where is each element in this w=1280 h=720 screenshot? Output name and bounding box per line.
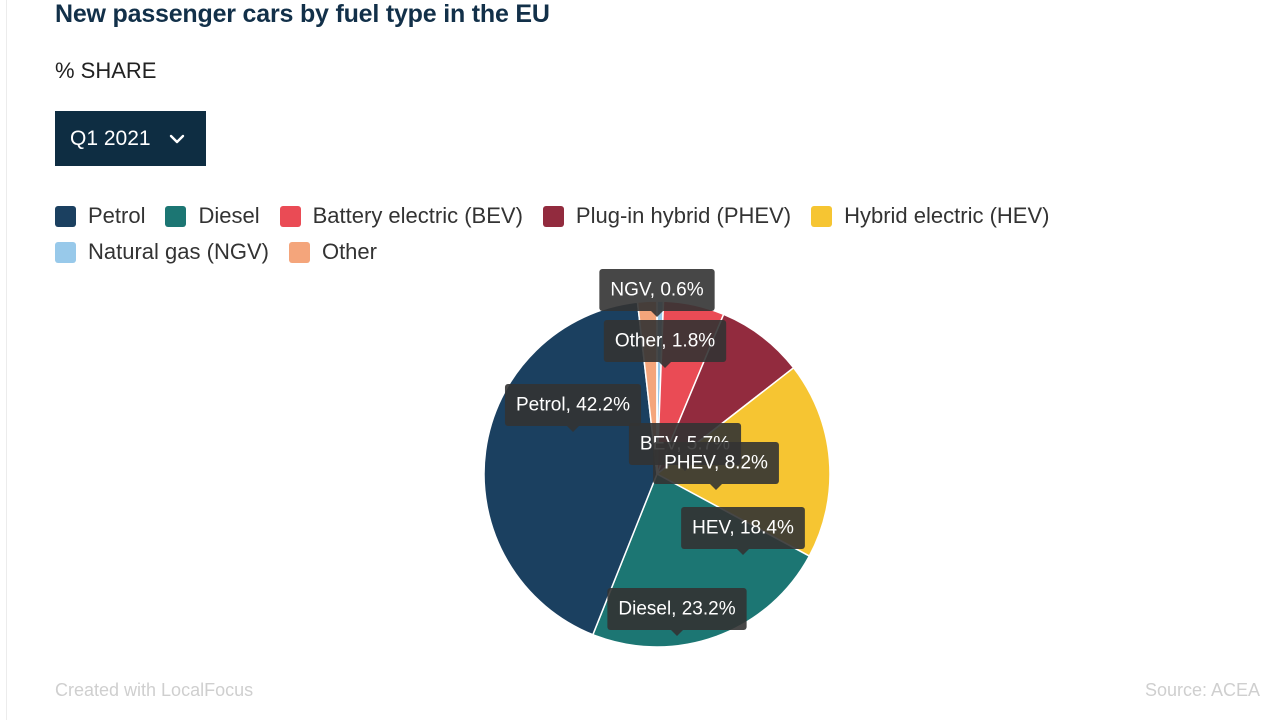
slice-label-text: HEV, 18.4% [692, 518, 794, 539]
slice-label-pointer [567, 426, 579, 432]
slice-label-text: NGV, 0.6% [610, 280, 703, 301]
legend-label: Battery electric (BEV) [312, 203, 523, 228]
legend-item[interactable]: Diesel [165, 203, 260, 229]
slice-label-pointer [659, 362, 671, 368]
slice-label-petrol: Petrol, 42.2% [504, 384, 642, 432]
pie-labels: Petrol, 42.2%BEV, 5.7%PHEV, 8.2%HEV, 18.… [504, 269, 805, 636]
legend-item[interactable]: Battery electric (BEV) [279, 203, 523, 229]
slice-label-text: Diesel, 23.2% [618, 599, 735, 620]
period-dropdown-value: Q1 2021 [70, 126, 151, 150]
slice-label-hev: HEV, 18.4% [681, 507, 805, 555]
slice-label-box [504, 384, 642, 426]
slice-label-phev: PHEV, 8.2% [653, 442, 779, 490]
slice-label-box [653, 442, 779, 484]
legend-label: Plug-in hybrid (PHEV) [575, 203, 792, 228]
slice-label-pointer [710, 484, 722, 490]
slice-label-pointer [671, 630, 683, 636]
legend-label: Diesel [198, 203, 260, 228]
legend-row: Petrol Diesel Battery electric (BEV) Plug-i… [55, 198, 1065, 234]
slice-label-box [607, 588, 747, 630]
slice-label-text: PHEV, 8.2% [664, 453, 768, 474]
slice-label-diesel: Diesel, 23.2% [607, 588, 747, 636]
legend-swatch [811, 205, 833, 227]
legend-label: Hybrid electric (HEV) [844, 203, 1050, 228]
slice-label-box [599, 269, 715, 311]
legend-item[interactable]: Plug-in hybrid (PHEV) [542, 203, 792, 229]
slice-label-other: Other, 1.8% [603, 320, 727, 368]
slice-label-ngv: NGV, 0.6% [599, 269, 715, 317]
slice-label-pointer [737, 549, 749, 555]
left-divider [6, 0, 7, 720]
slice-label-text: Petrol, 42.2% [516, 395, 630, 416]
chart-legend: Petrol Diesel Battery electric (BEV) Plug-i… [55, 198, 1065, 270]
legend-swatch [165, 205, 187, 227]
legend-swatch [279, 205, 301, 227]
chart-title: New passenger cars by fuel type in the E… [55, 0, 550, 28]
legend-label: Other [321, 239, 377, 264]
source-text: Source: ACEA [1144, 680, 1260, 700]
credit-text: Created with LocalFocus [55, 680, 254, 700]
legend-item[interactable]: Natural gas (NGV) [55, 239, 269, 265]
slice-label-text: Other, 1.8% [615, 331, 715, 352]
legend-row: Natural gas (NGV) Other [55, 234, 1065, 270]
legend-label: Natural gas (NGV) [88, 239, 269, 264]
legend-item[interactable]: Petrol [55, 203, 145, 229]
chart-subtitle: % SHARE [55, 58, 157, 83]
legend-swatch [542, 205, 564, 227]
legend-label: Petrol [88, 203, 146, 228]
legend-swatch [55, 241, 76, 263]
legend-swatch [55, 205, 76, 227]
slice-label-box [603, 320, 727, 362]
period-dropdown[interactable]: Q1 2021 [55, 111, 206, 166]
legend-item[interactable]: Hybrid electric (HEV) [811, 203, 1049, 229]
legend-swatch [288, 241, 310, 263]
legend-item[interactable]: Other [288, 239, 377, 265]
chevron-down-icon [169, 134, 185, 144]
slice-label-box [681, 507, 805, 549]
slice-label-pointer [651, 311, 663, 317]
